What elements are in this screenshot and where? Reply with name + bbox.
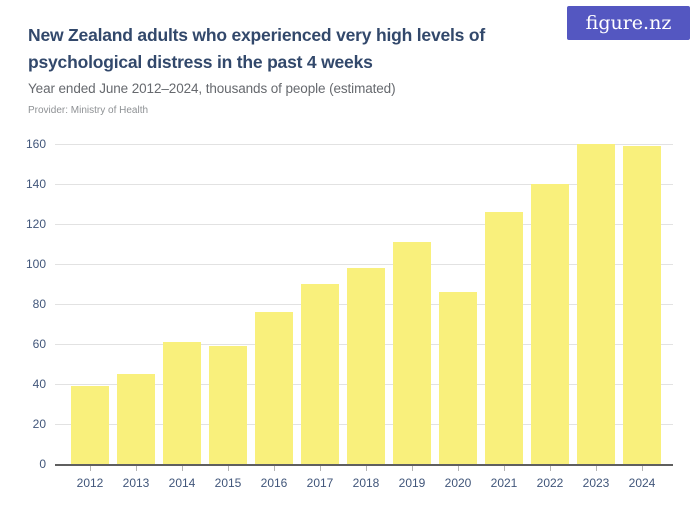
x-tick-2012 [89,466,91,471]
bar-2021[interactable] [485,212,523,464]
bar-2015[interactable] [209,346,247,464]
bars-container [55,144,673,464]
gridline-120 [55,224,673,225]
plot-area [55,144,673,466]
x-tick-2013 [135,466,137,471]
x-tick-2023 [595,466,597,471]
x-tick-label-2023: 2023 [582,476,610,490]
bar-2020[interactable] [439,292,477,464]
x-tick-2020 [457,466,459,471]
x-tick-2017 [319,466,321,471]
y-tick-label-0: 0 [39,457,46,471]
y-tick-label-100: 100 [25,257,46,271]
x-tick-2021 [503,466,505,471]
x-tick-2015 [227,466,229,471]
bar-2014[interactable] [163,342,201,464]
gridline-140 [55,184,673,185]
bar-2024[interactable] [623,146,661,464]
x-tick-label-2024: 2024 [628,476,656,490]
x-tick-label-2019: 2019 [398,476,426,490]
x-tick-label-2015: 2015 [214,476,242,490]
y-tick-label-20: 20 [32,417,46,431]
y-tick-label-120: 120 [25,217,46,231]
bar-2018[interactable] [347,268,385,464]
bar-2022[interactable] [531,184,569,464]
x-tick-label-2022: 2022 [536,476,564,490]
x-tick-2018 [365,466,367,471]
x-tick-label-2017: 2017 [306,476,334,490]
x-tick-label-2012: 2012 [76,476,104,490]
y-tick-label-40: 40 [32,377,46,391]
x-tick-label-2016: 2016 [260,476,288,490]
bar-2017[interactable] [301,284,339,464]
y-tick-label-140: 140 [25,177,46,191]
chart-title-line-1: New Zealand adults who experienced very … [28,25,485,45]
bar-2019[interactable] [393,242,431,464]
x-tick-label-2018: 2018 [352,476,380,490]
y-tick-label-160: 160 [25,137,46,151]
x-tick-label-2020: 2020 [444,476,472,490]
figurenz-logo[interactable]: figure.nz [567,6,690,40]
gridline-100 [55,264,673,265]
x-tick-2024 [641,466,643,471]
provider-label: Provider: Ministry of Health [28,105,149,116]
bar-2012[interactable] [71,386,109,464]
x-tick-2022 [549,466,551,471]
chart-title: New Zealand adults who experienced very … [28,22,528,76]
x-tick-label-2013: 2013 [122,476,150,490]
bar-2016[interactable] [255,312,293,464]
x-tick-label-2021: 2021 [490,476,518,490]
gridline-160 [55,144,673,145]
bar-2023[interactable] [577,144,615,464]
chart-title-line-2: psychological distress in the past 4 wee… [28,52,373,72]
x-tick-2019 [411,466,413,471]
chart-subtitle: Year ended June 2012–2024, thousands of … [28,81,396,96]
y-tick-label-80: 80 [32,297,46,311]
x-tick-2016 [273,466,275,471]
y-tick-label-60: 60 [32,337,46,351]
x-tick-2014 [181,466,183,471]
bar-2013[interactable] [117,374,155,464]
x-tick-label-2014: 2014 [168,476,196,490]
